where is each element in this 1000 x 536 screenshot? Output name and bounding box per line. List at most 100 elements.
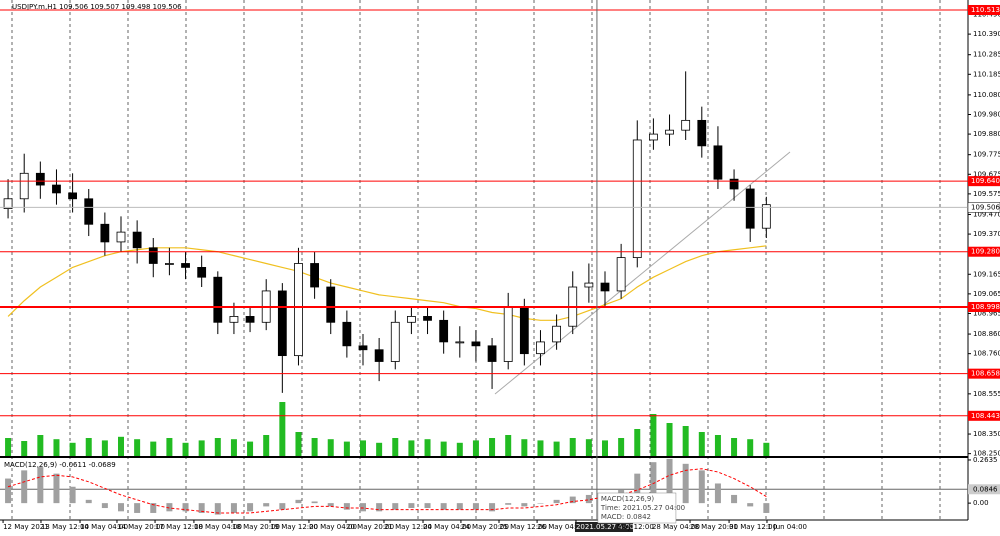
level-label: 108.443 (971, 412, 1000, 420)
volume-bar (634, 429, 641, 456)
macd-bar (666, 458, 673, 504)
volume-bar (118, 436, 124, 456)
volume-bar (569, 438, 576, 456)
candle-body (519, 306, 529, 355)
macd-bar (295, 499, 302, 504)
level-label-bg (968, 302, 1000, 313)
macd-bar (247, 503, 254, 512)
macd-bar (279, 503, 286, 510)
macd-bar (392, 503, 399, 510)
candle-body (729, 178, 739, 190)
macd-bar (85, 499, 92, 504)
volume-bar (731, 438, 738, 456)
candle-body (374, 349, 384, 362)
volume-bar (360, 440, 366, 456)
volume-bar (602, 440, 608, 456)
macd-bar (731, 494, 738, 504)
macd-bar (150, 503, 157, 513)
y-tick-label: 110.285 (973, 51, 1000, 59)
macd-tick-label: 0.0846 (973, 485, 998, 493)
volume-bar (553, 441, 560, 456)
y-tick-label: 108.760 (973, 350, 1000, 358)
volume-bar (21, 441, 28, 456)
volume-bar (166, 438, 173, 456)
candle-body (197, 267, 207, 278)
macd-bar (360, 503, 366, 512)
macd-bar (5, 478, 12, 504)
volume-bar (714, 435, 721, 456)
y-tick-label: 109.370 (973, 230, 1000, 238)
volume-bar (85, 438, 92, 456)
bid-label: 109.506 (971, 203, 1000, 211)
candle-body (294, 263, 303, 357)
tooltip-time: Time: 2021.05.27 04:00 (600, 504, 685, 512)
candle-body (681, 119, 691, 131)
volume-bar (747, 439, 754, 456)
macd-signal (7, 468, 767, 514)
candle-body (455, 341, 465, 344)
candle-body (632, 139, 642, 259)
y-tick-label: 109.165 (973, 270, 1000, 278)
x-tick-label: 19 May 12:00 (270, 523, 318, 531)
macd-bar (101, 503, 108, 509)
x-tick-label: May 12:00 (617, 523, 654, 531)
candle-body (697, 119, 707, 147)
macd-bar (53, 473, 60, 504)
level-label-bg (968, 176, 1000, 187)
volume-bar (585, 439, 592, 456)
macd-bar (166, 503, 173, 512)
macd-bar (698, 470, 705, 504)
macd-bar (37, 467, 44, 504)
macd-bar (376, 503, 383, 512)
y-tick-label: 110.390 (973, 30, 1000, 38)
volume-bar (763, 442, 770, 456)
moving-average (7, 245, 767, 321)
candle-body (148, 247, 158, 264)
x-tick-label: 18 May 04:00 (194, 523, 242, 531)
x-tick-label: 24 May 04:00 (423, 523, 471, 531)
y-tick-label: 109.775 (973, 151, 1000, 159)
candle-body (132, 231, 142, 249)
y-tick-label: 108.250 (973, 450, 1000, 458)
macd-tick-bg (968, 484, 1000, 495)
macd-bar (118, 503, 124, 512)
volume-bar (666, 423, 673, 456)
tooltip-value: MACD: 0.0842 (601, 513, 651, 521)
candle-body (84, 198, 94, 225)
volume-bar (424, 439, 431, 456)
x-tick-label: 28 May 04:00 (652, 523, 700, 531)
candle-body (390, 321, 400, 362)
volume-bar (521, 439, 528, 456)
candle-body (649, 133, 658, 141)
x-tick-label: 31 May 12:00 (729, 523, 777, 531)
tooltip-box (597, 492, 677, 524)
x-tick-highlight (574, 522, 633, 532)
y-tick-label: 109.065 (973, 290, 1000, 298)
volume-bar (53, 439, 60, 456)
candle-body (423, 316, 432, 321)
macd-tick-label: 0.2635 (973, 456, 998, 464)
volume-bar (408, 440, 415, 456)
x-tick-label: 1 Jun 04:00 (767, 523, 807, 531)
volume-bar (343, 441, 350, 456)
y-tick-label: 108.860 (973, 330, 1000, 338)
macd-tick-label: 0.00 (973, 499, 989, 507)
macd-bar (408, 503, 415, 509)
y-tick-label: 108.555 (973, 390, 1000, 398)
macd-bar (714, 483, 721, 504)
volume-bar (198, 440, 205, 456)
macd-bar (263, 503, 270, 507)
candle-body (277, 290, 287, 357)
level-label-bg (968, 410, 1000, 421)
x-tick-label: 24 May 20:00 (461, 523, 509, 531)
candle-body (503, 306, 513, 362)
x-tick-label: 17 May 12:00 (155, 523, 203, 531)
macd-bar (537, 503, 544, 504)
y-tick-label: 110.185 (973, 70, 1000, 78)
candle-body (326, 286, 336, 323)
candle-body (584, 282, 594, 288)
volume-bar (698, 432, 705, 456)
x-tick-label: 14 May 04:00 (80, 523, 128, 531)
